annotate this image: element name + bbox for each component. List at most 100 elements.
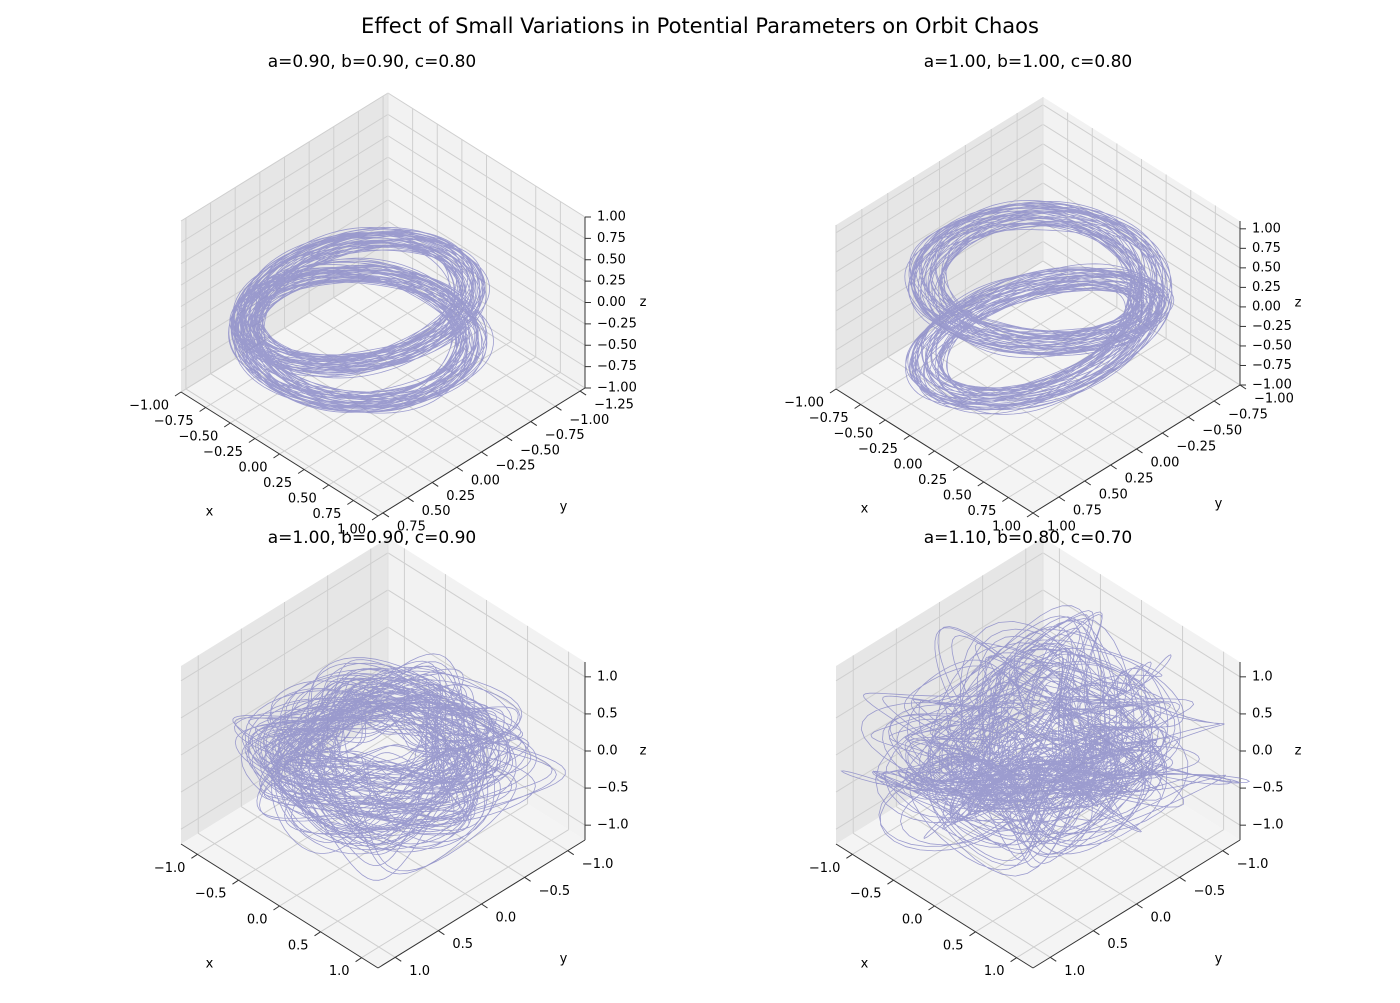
grid-line-z-left <box>387 589 586 715</box>
y-tick-mark <box>456 466 464 472</box>
y-tick-mark <box>505 436 513 442</box>
y-tick-mark <box>1179 876 1186 882</box>
orbit-line <box>904 199 1175 415</box>
x-tick-mark <box>928 905 935 911</box>
x-tick-mark <box>248 438 256 443</box>
x-tick-label: −1.00 <box>129 399 169 414</box>
y-tick-label: 0.75 <box>1073 504 1102 519</box>
y-tick-label: −1.0 <box>582 857 614 872</box>
y-tick-label: −0.25 <box>496 459 536 474</box>
z-tick-label: −0.75 <box>597 359 637 374</box>
grid-line-z-right <box>180 156 389 286</box>
x-tick-mark <box>322 484 330 490</box>
grid-line-z-left <box>387 626 586 752</box>
y-axis-label: y <box>1215 497 1223 512</box>
x-tick-label: −0.75 <box>809 411 849 426</box>
grid-line-z-right <box>180 178 389 307</box>
grid-line-y-floor <box>197 832 396 958</box>
x-tick-label: −1.0 <box>809 861 841 876</box>
subplot-3: 1.0 0.5 0.0 −0.5 −1.0 x −1.0 −0.5 0.0 0.5 1.0 y −1.0… <box>154 528 647 979</box>
grid-line-y-floor <box>939 324 1137 450</box>
grid-line-z-right <box>835 143 1044 273</box>
y-tick-label: 0.50 <box>1099 488 1128 503</box>
x-tick-mark <box>297 469 305 474</box>
y-tick-mark <box>382 512 390 518</box>
x-tick-label: 0.50 <box>943 489 972 504</box>
y-tick-label: 0.00 <box>471 474 500 489</box>
grid-line-y-floor <box>887 356 1086 482</box>
grid-line-y-floor <box>210 373 408 499</box>
y-tick-mark <box>407 497 414 503</box>
y-tick-mark <box>394 956 402 962</box>
x-tick-mark <box>903 435 911 440</box>
y-tick-mark <box>567 850 575 856</box>
grid-line-z-right <box>835 552 1044 682</box>
x-tick-label: −0.75 <box>154 414 194 429</box>
grid-line-z-left <box>1042 589 1241 715</box>
grid-line-z-left <box>387 178 586 303</box>
grid-line-z-left <box>387 199 586 325</box>
x-tick-mark <box>371 515 379 521</box>
z-tick-label: 0.5 <box>597 706 618 721</box>
y-tick-label: 0.5 <box>452 937 473 952</box>
y-tick-label: 0.0 <box>1151 911 1172 926</box>
z-tick-label: −0.5 <box>1252 781 1284 796</box>
x-tick-mark <box>829 388 837 394</box>
y-axis-label: y <box>560 500 568 515</box>
grid-line-z-left <box>387 113 586 239</box>
z-axis-label: z <box>640 295 647 310</box>
y-tick-label: −1.25 <box>594 398 634 413</box>
y-tick-mark <box>1032 512 1040 518</box>
x-tick-mark <box>952 466 960 471</box>
x-tick-mark <box>854 404 861 409</box>
grid-line-z-left <box>387 242 586 368</box>
y-tick-label: 0.50 <box>422 504 451 519</box>
x-tick-mark <box>232 879 239 885</box>
grid-line-z-right <box>180 552 389 682</box>
grid-line-z-left <box>1042 162 1241 288</box>
x-tick-label: 0.00 <box>894 458 923 473</box>
x-axis-label: x <box>206 957 214 972</box>
x-tick-mark <box>969 931 976 937</box>
z-tick-label: −1.0 <box>1252 818 1284 833</box>
y-tick-mark <box>1187 416 1195 422</box>
x-tick-mark <box>846 853 853 859</box>
y-tick-mark <box>530 421 538 426</box>
y-tick-label: −0.75 <box>1228 408 1268 423</box>
grid-line-z-left <box>387 156 586 282</box>
grid-line-z-left <box>1042 104 1241 230</box>
subplot-title: a=1.00, b=1.00, c=0.80 <box>924 52 1132 72</box>
x-tick-label: 0.75 <box>967 504 996 519</box>
subplot-4: 1.0 0.5 0.0 −0.5 −1.0 x −1.0 −0.5 0.0 0.5 1.0 y −1.0… <box>809 528 1302 979</box>
subplot-title: a=0.90, b=0.90, c=0.80 <box>268 52 476 72</box>
x-tick-mark <box>314 931 321 937</box>
y-tick-mark <box>1222 850 1230 856</box>
x-axis-label: x <box>206 505 214 520</box>
x-tick-mark <box>977 481 985 487</box>
z-axis-label: z <box>640 744 647 759</box>
y-tick-label: 1.0 <box>409 964 430 979</box>
y-tick-label: 1.0 <box>1064 964 1085 979</box>
z-axis-label: z <box>1295 744 1302 759</box>
y-tick-label: −0.50 <box>520 443 560 458</box>
y-tick-label: 0.00 <box>1151 456 1180 471</box>
x-tick-mark <box>1002 497 1009 502</box>
z-tick-label: −0.75 <box>1252 358 1292 373</box>
x-tick-mark <box>273 905 280 911</box>
x-tick-label: −0.25 <box>203 445 243 460</box>
subplot-2: 1.000.750.500.250.00−0.25−0.50−0.75−1.00… <box>784 52 1301 535</box>
x-tick-mark <box>878 419 886 425</box>
z-tick-label: 0.00 <box>1252 299 1281 314</box>
z-tick-label: −0.25 <box>1252 319 1292 334</box>
grid-line-z-right <box>180 113 389 243</box>
z-tick-label: −1.00 <box>1252 378 1292 393</box>
x-tick-mark <box>174 391 182 397</box>
x-tick-label: 0.5 <box>943 938 964 953</box>
grid-line-y-floor <box>185 388 384 514</box>
y-tick-label: 0.0 <box>496 911 517 926</box>
z-tick-label: 1.00 <box>1252 221 1281 236</box>
z-tick-label: −1.0 <box>597 818 629 833</box>
y-tick-label: −0.75 <box>545 428 585 443</box>
grid-line-z-right <box>180 263 389 393</box>
